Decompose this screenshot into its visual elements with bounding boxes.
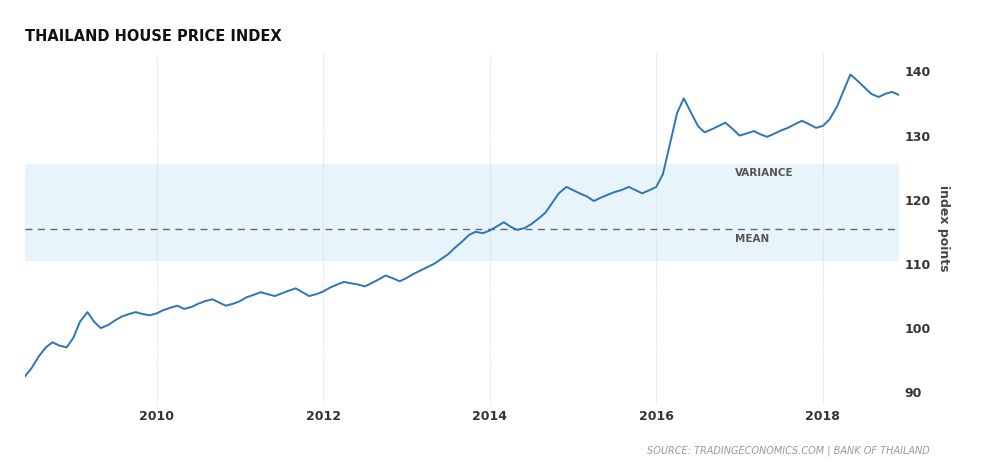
Text: SOURCE: TRADINGECONOMICS.COM | BANK OF THAILAND: SOURCE: TRADINGECONOMICS.COM | BANK OF T… [647,445,930,456]
Text: THAILAND HOUSE PRICE INDEX: THAILAND HOUSE PRICE INDEX [25,29,282,44]
Text: MEAN: MEAN [735,234,769,244]
Bar [25,164,899,261]
Y-axis label: index points: index points [937,185,950,272]
Text: VARIANCE: VARIANCE [735,168,794,178]
